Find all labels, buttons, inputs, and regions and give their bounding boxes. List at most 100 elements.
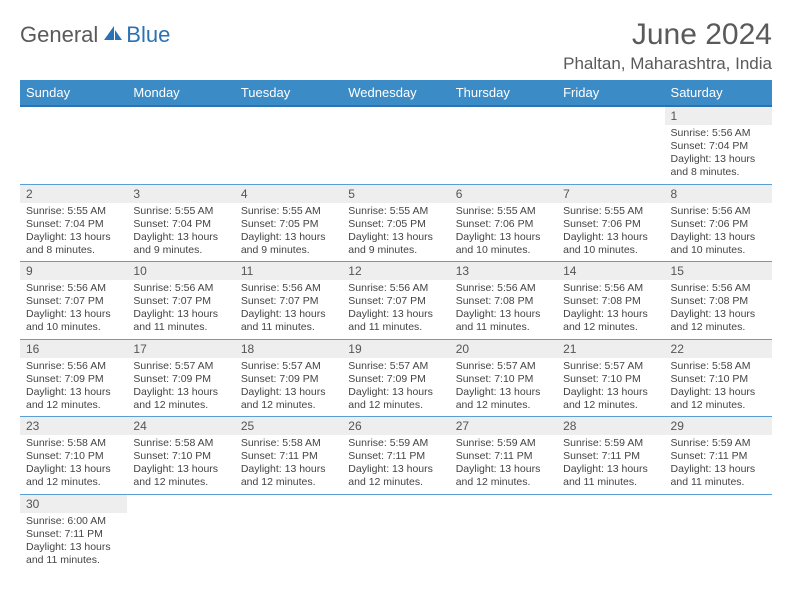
day-number-cell: 6	[450, 184, 557, 203]
sunrise-line: Sunrise: 5:56 AM	[456, 282, 551, 295]
sunrise-line: Sunrise: 5:55 AM	[241, 205, 336, 218]
sunset-line: Sunset: 7:04 PM	[671, 140, 766, 153]
daylight-line: Daylight: 13 hours and 12 minutes.	[241, 463, 336, 489]
sunrise-line: Sunrise: 5:55 AM	[133, 205, 228, 218]
brand-part1: General	[20, 22, 98, 48]
sunset-line: Sunset: 7:07 PM	[133, 295, 228, 308]
day-number-cell	[450, 494, 557, 513]
sunset-line: Sunset: 7:04 PM	[26, 218, 121, 231]
day-content-cell: Sunrise: 5:56 AMSunset: 7:07 PMDaylight:…	[20, 280, 127, 339]
day-number-cell: 17	[127, 339, 234, 358]
day-content-row: Sunrise: 5:56 AMSunset: 7:09 PMDaylight:…	[20, 358, 772, 417]
sunrise-line: Sunrise: 5:56 AM	[671, 205, 766, 218]
day-number-cell: 23	[20, 417, 127, 436]
day-number-cell: 25	[235, 417, 342, 436]
weekday-header: Sunday	[20, 80, 127, 106]
day-number-cell: 10	[127, 262, 234, 281]
daylight-line: Daylight: 13 hours and 12 minutes.	[563, 308, 658, 334]
day-content-cell: Sunrise: 5:57 AMSunset: 7:10 PMDaylight:…	[450, 358, 557, 417]
day-number-cell: 29	[665, 417, 772, 436]
daylight-line: Daylight: 13 hours and 11 minutes.	[348, 308, 443, 334]
daylight-line: Daylight: 13 hours and 12 minutes.	[348, 386, 443, 412]
daylight-line: Daylight: 13 hours and 12 minutes.	[133, 386, 228, 412]
sunrise-line: Sunrise: 5:58 AM	[133, 437, 228, 450]
daylight-line: Daylight: 13 hours and 11 minutes.	[671, 463, 766, 489]
daylight-line: Daylight: 13 hours and 12 minutes.	[26, 463, 121, 489]
calendar-table: Sunday Monday Tuesday Wednesday Thursday…	[20, 80, 772, 571]
brand-logo: General Blue	[20, 18, 170, 48]
daylight-line: Daylight: 13 hours and 12 minutes.	[26, 386, 121, 412]
sunrise-line: Sunrise: 5:56 AM	[671, 282, 766, 295]
day-content-cell: Sunrise: 5:59 AMSunset: 7:11 PMDaylight:…	[665, 435, 772, 494]
day-content-cell: Sunrise: 5:58 AMSunset: 7:10 PMDaylight:…	[665, 358, 772, 417]
day-number-cell: 13	[450, 262, 557, 281]
day-content-cell: Sunrise: 5:55 AMSunset: 7:06 PMDaylight:…	[450, 203, 557, 262]
day-number-cell	[342, 494, 449, 513]
day-number-cell: 20	[450, 339, 557, 358]
sunset-line: Sunset: 7:10 PM	[563, 373, 658, 386]
daylight-line: Daylight: 13 hours and 12 minutes.	[456, 386, 551, 412]
day-content-cell: Sunrise: 5:57 AMSunset: 7:09 PMDaylight:…	[127, 358, 234, 417]
sunrise-line: Sunrise: 5:59 AM	[563, 437, 658, 450]
day-content-cell	[557, 513, 664, 572]
day-number-cell	[127, 106, 234, 125]
sunrise-line: Sunrise: 5:59 AM	[456, 437, 551, 450]
day-number-cell: 5	[342, 184, 449, 203]
day-content-cell: Sunrise: 5:58 AMSunset: 7:11 PMDaylight:…	[235, 435, 342, 494]
day-number-cell: 1	[665, 106, 772, 125]
day-content-cell: Sunrise: 5:56 AMSunset: 7:07 PMDaylight:…	[235, 280, 342, 339]
day-number-row: 30	[20, 494, 772, 513]
daylight-line: Daylight: 13 hours and 9 minutes.	[348, 231, 443, 257]
sunrise-line: Sunrise: 5:57 AM	[456, 360, 551, 373]
brand-sail-icon	[102, 24, 124, 47]
sunset-line: Sunset: 7:10 PM	[671, 373, 766, 386]
daylight-line: Daylight: 13 hours and 11 minutes.	[241, 308, 336, 334]
weekday-header: Saturday	[665, 80, 772, 106]
day-content-cell: Sunrise: 5:56 AMSunset: 7:04 PMDaylight:…	[665, 125, 772, 184]
sunset-line: Sunset: 7:07 PM	[348, 295, 443, 308]
sunrise-line: Sunrise: 5:56 AM	[26, 360, 121, 373]
daylight-line: Daylight: 13 hours and 12 minutes.	[671, 386, 766, 412]
day-content-row: Sunrise: 6:00 AMSunset: 7:11 PMDaylight:…	[20, 513, 772, 572]
day-content-cell: Sunrise: 5:58 AMSunset: 7:10 PMDaylight:…	[127, 435, 234, 494]
weekday-header: Monday	[127, 80, 234, 106]
day-number-cell: 26	[342, 417, 449, 436]
daylight-line: Daylight: 13 hours and 12 minutes.	[348, 463, 443, 489]
daylight-line: Daylight: 13 hours and 11 minutes.	[26, 541, 121, 567]
day-number-cell: 28	[557, 417, 664, 436]
sunrise-line: Sunrise: 5:55 AM	[348, 205, 443, 218]
day-content-cell: Sunrise: 5:57 AMSunset: 7:09 PMDaylight:…	[342, 358, 449, 417]
sunrise-line: Sunrise: 5:56 AM	[348, 282, 443, 295]
day-content-row: Sunrise: 5:56 AMSunset: 7:04 PMDaylight:…	[20, 125, 772, 184]
day-number-row: 2345678	[20, 184, 772, 203]
day-number-cell	[557, 106, 664, 125]
sunrise-line: Sunrise: 5:57 AM	[563, 360, 658, 373]
daylight-line: Daylight: 13 hours and 8 minutes.	[671, 153, 766, 179]
sunrise-line: Sunrise: 5:57 AM	[348, 360, 443, 373]
sunrise-line: Sunrise: 5:58 AM	[241, 437, 336, 450]
day-number-cell: 18	[235, 339, 342, 358]
day-content-cell	[127, 125, 234, 184]
day-content-cell: Sunrise: 5:56 AMSunset: 7:08 PMDaylight:…	[557, 280, 664, 339]
day-number-cell: 11	[235, 262, 342, 281]
day-number-row: 23242526272829	[20, 417, 772, 436]
sunset-line: Sunset: 7:06 PM	[456, 218, 551, 231]
sunset-line: Sunset: 7:05 PM	[241, 218, 336, 231]
day-content-cell: Sunrise: 5:56 AMSunset: 7:09 PMDaylight:…	[20, 358, 127, 417]
sunset-line: Sunset: 7:07 PM	[26, 295, 121, 308]
sunset-line: Sunset: 7:11 PM	[241, 450, 336, 463]
sunset-line: Sunset: 7:06 PM	[671, 218, 766, 231]
weekday-header-row: Sunday Monday Tuesday Wednesday Thursday…	[20, 80, 772, 106]
sunset-line: Sunset: 7:06 PM	[563, 218, 658, 231]
sunset-line: Sunset: 7:11 PM	[563, 450, 658, 463]
sunrise-line: Sunrise: 5:55 AM	[456, 205, 551, 218]
day-number-cell	[235, 494, 342, 513]
sunset-line: Sunset: 7:04 PM	[133, 218, 228, 231]
day-content-cell: Sunrise: 5:58 AMSunset: 7:10 PMDaylight:…	[20, 435, 127, 494]
day-content-cell: Sunrise: 5:56 AMSunset: 7:06 PMDaylight:…	[665, 203, 772, 262]
sunrise-line: Sunrise: 5:56 AM	[563, 282, 658, 295]
day-content-cell: Sunrise: 5:57 AMSunset: 7:09 PMDaylight:…	[235, 358, 342, 417]
day-content-row: Sunrise: 5:58 AMSunset: 7:10 PMDaylight:…	[20, 435, 772, 494]
day-number-cell: 22	[665, 339, 772, 358]
location-subtitle: Phaltan, Maharashtra, India	[563, 54, 772, 74]
